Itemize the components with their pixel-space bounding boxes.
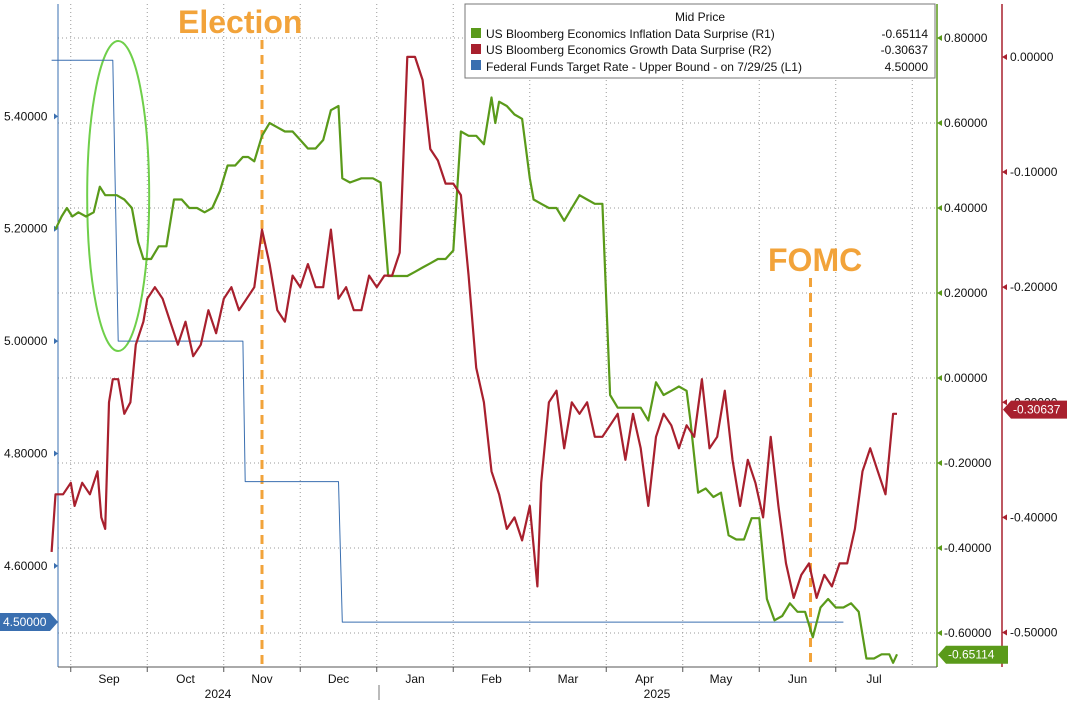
x-tick-label-oct: Oct	[176, 672, 195, 686]
right1-tick-label-5: -0.20000	[944, 456, 992, 470]
x-tick-label-may: May	[710, 672, 733, 686]
right1-tick-marker-1	[937, 120, 942, 126]
left-tick-marker-0	[54, 113, 58, 120]
right1-tick-marker-7	[937, 630, 942, 636]
right1-tick-marker-6	[937, 545, 942, 551]
last-value-inflation-text: -0.65114	[948, 648, 995, 662]
legend-box	[464, 3, 936, 79]
x-tick-label-dec: Dec	[328, 672, 349, 686]
x-tick-label-feb: Feb	[481, 672, 502, 686]
right1-tick-label-1: 0.60000	[944, 116, 988, 130]
last-value-inflation-shape	[938, 645, 1008, 664]
series-line-inflation	[54, 96, 898, 664]
annotation-fomc: FOMC	[768, 242, 862, 278]
right2-tick-marker-4	[1002, 514, 1007, 521]
year-label-2024: 2024	[205, 687, 232, 701]
right1-tick-marker-3	[937, 290, 942, 296]
plot-area	[50, 40, 898, 667]
right2-tick-label-5: -0.50000	[1010, 625, 1058, 639]
right2-tick-label-0: 0.00000	[1010, 50, 1054, 64]
right1-tick-label-6: -0.40000	[944, 541, 992, 555]
last-value-fed: 4.50000	[0, 613, 58, 632]
right2-tick-marker-2	[1002, 284, 1007, 291]
legend-label-inflation: US Bloomberg Economics Inflation Data Su…	[486, 27, 775, 41]
left-tick-label-2: 5.00000	[4, 334, 48, 348]
right1-tick-label-0: 0.80000	[944, 31, 988, 45]
left-tick-label-1: 5.20000	[4, 222, 48, 236]
legend-title: Mid Price	[675, 10, 725, 24]
series-line-growth	[50, 55, 897, 599]
right2-tick-marker-0	[1002, 53, 1007, 60]
last-value-fed-text: 4.50000	[3, 615, 47, 629]
right2-tick-marker-1	[1002, 169, 1007, 176]
axis-labels: 5.40000 5.20000 5.00000 4.80000 4.60000 0.800…	[0, 31, 1067, 701]
legend-swatch-growth	[471, 44, 481, 54]
legend: Mid Price US Bloomberg Economics Inflati…	[464, 3, 936, 79]
legend-label-fed-funds: Federal Funds Target Rate - Upper Bound …	[486, 60, 802, 74]
left-tick-label-4: 4.60000	[4, 559, 48, 573]
last-value-inflation: -0.65114	[938, 645, 1008, 664]
right2-tick-label-2: -0.20000	[1010, 280, 1058, 294]
year-label-2025: 2025	[644, 687, 671, 701]
gridlines	[58, 4, 937, 667]
x-tick-label-apr: Apr	[635, 672, 654, 686]
right1-tick-marker-0	[937, 35, 942, 41]
x-tick-label-sep: Sep	[98, 672, 120, 686]
left-tick-marker-4	[54, 562, 58, 569]
right2-tick-label-4: -0.40000	[1010, 510, 1058, 524]
last-value-growth-text: -0.30637	[1013, 403, 1061, 417]
legend-swatch-fed-funds	[471, 60, 481, 70]
x-tick-label-jul: Jul	[866, 672, 881, 686]
left-tick-label-0: 5.40000	[4, 109, 48, 123]
right1-tick-label-2: 0.40000	[944, 201, 988, 215]
right1-tick-label-4: 0.00000	[944, 371, 988, 385]
legend-value-inflation: -0.65114	[882, 27, 929, 41]
axes	[54, 4, 1007, 700]
last-value-growth-shape	[1003, 400, 1067, 419]
annotation-election: Election	[178, 4, 302, 40]
right2-tick-marker-3	[1002, 399, 1007, 406]
left-tick-marker-2	[54, 338, 58, 345]
left-tick-label-3: 4.80000	[4, 446, 48, 460]
legend-value-fed-funds: 4.50000	[885, 60, 929, 74]
legend-label-growth: US Bloomberg Economics Growth Data Surpr…	[486, 43, 771, 57]
x-tick-label-nov: Nov	[251, 672, 272, 686]
highlight-ellipse	[86, 40, 151, 352]
legend-swatch-inflation	[471, 28, 481, 38]
x-tick-label-mar: Mar	[558, 672, 579, 686]
series-line-fed-funds	[51, 59, 844, 623]
right2-tick-label-1: -0.10000	[1010, 165, 1058, 179]
left-tick-marker-3	[54, 450, 58, 457]
right2-tick-marker-5	[1002, 629, 1007, 636]
right1-tick-label-7: -0.60000	[944, 626, 992, 640]
x-tick-label-jun: Jun	[788, 672, 807, 686]
right1-tick-marker-4	[937, 375, 942, 381]
right1-tick-label-3: 0.20000	[944, 286, 988, 300]
annotations: Election FOMC	[178, 4, 862, 278]
last-value-growth: -0.30637	[1003, 400, 1067, 419]
right1-tick-marker-2	[937, 205, 942, 211]
last-value-fed-shape	[0, 613, 58, 632]
legend-value-growth: -0.30637	[881, 43, 929, 57]
x-tick-label-jan: Jan	[405, 672, 424, 686]
right1-tick-marker-5	[937, 460, 942, 466]
